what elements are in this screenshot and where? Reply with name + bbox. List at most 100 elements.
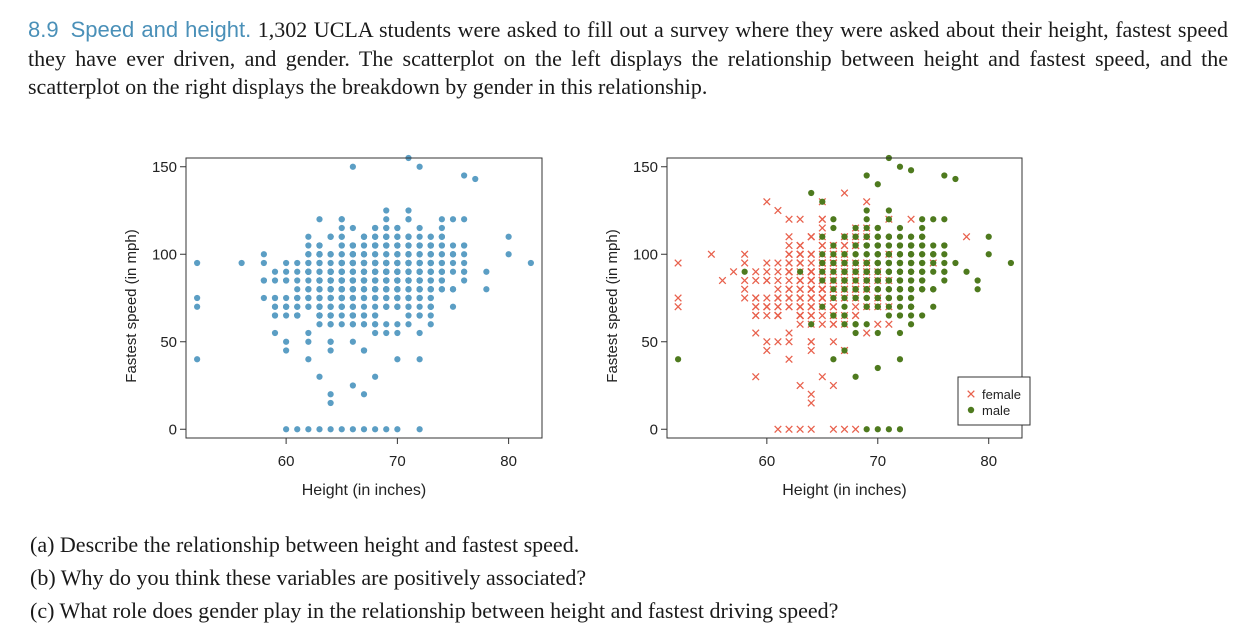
data-point-male [841, 277, 848, 284]
data-point [394, 356, 401, 363]
data-point [383, 216, 390, 223]
data-point-male [885, 277, 892, 284]
data-point [416, 294, 423, 302]
legend-label-male: male [982, 403, 1010, 418]
data-point [327, 399, 334, 407]
data-point-female [774, 259, 782, 267]
data-point-female [807, 390, 815, 399]
data-point-female [796, 302, 804, 311]
data-point-male [896, 312, 904, 319]
data-point-male [919, 233, 926, 240]
data-point-female [874, 320, 882, 329]
data-point [194, 303, 201, 310]
data-point-male [874, 426, 881, 433]
data-point-female [796, 425, 804, 434]
data-point [305, 338, 312, 345]
data-point-female [807, 425, 815, 434]
data-point-male [885, 251, 892, 258]
data-point-male [907, 277, 915, 284]
data-point [394, 329, 401, 337]
data-point-male [852, 329, 859, 337]
data-point [438, 242, 445, 249]
data-point [483, 268, 490, 275]
data-point [338, 286, 345, 293]
data-point-male [1007, 259, 1015, 267]
data-point-male [830, 224, 837, 232]
data-point-male [819, 277, 826, 284]
data-point-male [852, 277, 859, 284]
data-point [349, 426, 356, 433]
data-point [372, 242, 379, 249]
data-point-female [785, 241, 793, 250]
data-point-male [941, 216, 948, 223]
data-point [383, 286, 390, 293]
data-point-male [863, 172, 870, 179]
data-point [349, 268, 356, 275]
data-point-male [885, 259, 892, 267]
data-point [372, 224, 379, 232]
data-point [472, 175, 479, 183]
data-point [316, 321, 323, 328]
data-point-male [885, 268, 892, 275]
data-point-male [874, 224, 881, 232]
data-point [294, 312, 301, 319]
data-point [338, 259, 345, 267]
data-point-male [819, 198, 826, 205]
data-point [238, 259, 245, 267]
data-point [416, 329, 423, 337]
data-point-male [841, 321, 848, 328]
x-tick-label: 80 [500, 453, 517, 470]
data-point [349, 242, 356, 249]
data-point-male [919, 251, 926, 258]
data-point [305, 286, 312, 293]
data-point-male [863, 294, 870, 302]
data-point-female [763, 259, 771, 267]
data-point [438, 251, 445, 258]
data-point-female [840, 189, 849, 197]
data-point [283, 338, 290, 345]
y-axis-label: Fastest speed (in mph) [123, 229, 140, 382]
data-point-male [808, 189, 815, 197]
question-text: Describe the relationship between height… [59, 532, 580, 557]
data-point [316, 303, 323, 310]
data-point-male [896, 329, 904, 337]
data-point-female [807, 346, 815, 355]
data-point-male [863, 277, 870, 284]
data-point-female [807, 267, 815, 276]
data-point-male [930, 242, 937, 249]
data-point [405, 321, 412, 328]
data-point [372, 294, 379, 302]
data-point [260, 294, 267, 302]
data-point-female [840, 425, 849, 434]
data-point-female [763, 346, 771, 355]
data-point-female [829, 302, 838, 311]
data-point [438, 233, 445, 240]
data-point [461, 242, 468, 249]
data-point [427, 277, 434, 284]
data-point-male [819, 233, 826, 240]
data-point [383, 426, 390, 433]
data-point-female [785, 215, 793, 224]
data-point [271, 303, 279, 310]
data-point [427, 268, 434, 275]
problem-title: Speed and height. [70, 17, 252, 42]
data-point [416, 356, 423, 363]
y-axis-label: Fastest speed (in mph) [604, 229, 621, 382]
data-point-male [830, 277, 837, 284]
y-tick-label: 100 [633, 246, 658, 263]
y-tick-label: 100 [152, 246, 177, 263]
data-point [360, 426, 368, 433]
data-point-female [818, 320, 827, 329]
y-tick-label: 50 [641, 334, 658, 351]
data-point-female [785, 355, 793, 364]
data-point [449, 242, 457, 249]
data-point [271, 277, 279, 284]
data-point-female [763, 276, 771, 285]
data-point-male [830, 251, 837, 258]
data-point [349, 163, 356, 170]
data-point-male [841, 312, 848, 319]
data-point [383, 277, 390, 284]
legend-box [957, 376, 1031, 426]
data-point-male [841, 233, 848, 240]
data-point [372, 268, 379, 275]
